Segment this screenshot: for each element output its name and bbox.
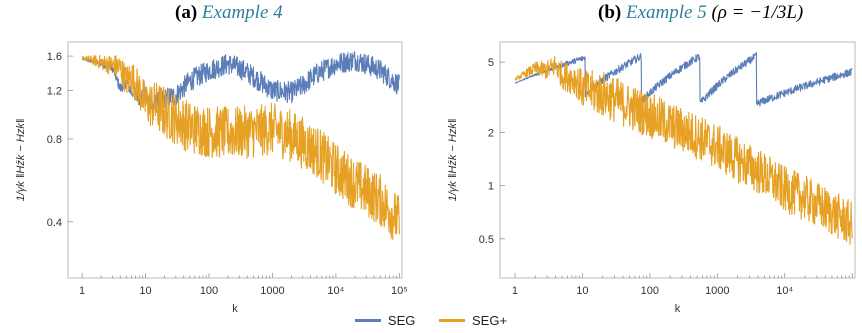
panel-b-example-link[interactable]: Example 5 — [625, 2, 707, 23]
chart-a-xlabel: k — [232, 303, 238, 315]
legend-label-seg: SEG — [387, 313, 416, 328]
legend-item-seg: SEG — [354, 313, 416, 328]
chart-a-xtick-label: 1 — [79, 285, 85, 297]
chart-b-xtick-label: 1000 — [705, 285, 729, 297]
panel-b-tag: (b) — [598, 2, 622, 23]
chart-b-xtick-label: 1 — [512, 285, 518, 297]
chart-a-ylabel: 1/γk ‖Hz̄k − Hzk‖ — [15, 119, 27, 202]
chart-b-xtick-label: 100 — [641, 285, 659, 297]
chart-b-xlabel: k — [675, 303, 681, 315]
panel-a-tag: (a) — [175, 2, 198, 23]
chart-b-ytick-label: 5 — [488, 57, 494, 69]
chart-b-ytick-label: 0.5 — [479, 234, 494, 246]
chart-a-frame — [67, 41, 403, 279]
chart-a-xtick-label: 10⁵ — [391, 285, 408, 297]
chart-a-series-seg — [81, 51, 400, 115]
chart-a-ytick-label: 1.2 — [47, 85, 62, 97]
chart-b-ytick-label: 1 — [488, 181, 494, 193]
chart-b-series-seg — [514, 52, 853, 107]
legend-swatch-segplus — [439, 319, 466, 322]
chart-a-ytick-label: 0.4 — [47, 217, 62, 229]
chart-a-xtick-label: 1000 — [260, 285, 284, 297]
chart-b-ytick-label: 2 — [488, 127, 494, 139]
legend-item-segplus: SEG+ — [439, 313, 507, 328]
chart-a-ytick-label: 1.6 — [47, 51, 62, 63]
chart-b-series-segplus — [514, 56, 853, 245]
legend-swatch-seg — [354, 319, 381, 322]
panel-b-title-suffix: (ρ = −1/3L) — [711, 2, 804, 23]
chart-b-xtick-label: 10⁴ — [776, 285, 793, 297]
chart-a-xtick-label: 10 — [139, 285, 151, 297]
panel-a-example-link[interactable]: Example 4 — [201, 2, 283, 23]
chart-b-ylabel: 1/γk ‖Hz̄k − Hzk‖ — [447, 119, 459, 202]
chart-a-xtick-label: 100 — [200, 285, 218, 297]
chart-b-xtick-label: 10 — [576, 285, 588, 297]
chart-a-xtick-label: 10⁴ — [327, 285, 344, 297]
panel-a-title: (a) Example 4 — [175, 2, 283, 24]
chart-a-ytick-label: 0.8 — [47, 134, 62, 146]
panel-b-title: (b) Example 5 (ρ = −1/3L) — [598, 2, 803, 24]
legend: SEG SEG+ — [0, 310, 862, 328]
chart-a-series-segplus — [81, 54, 400, 240]
chart-b-frame — [499, 41, 856, 279]
legend-label-segplus: SEG+ — [472, 313, 508, 328]
